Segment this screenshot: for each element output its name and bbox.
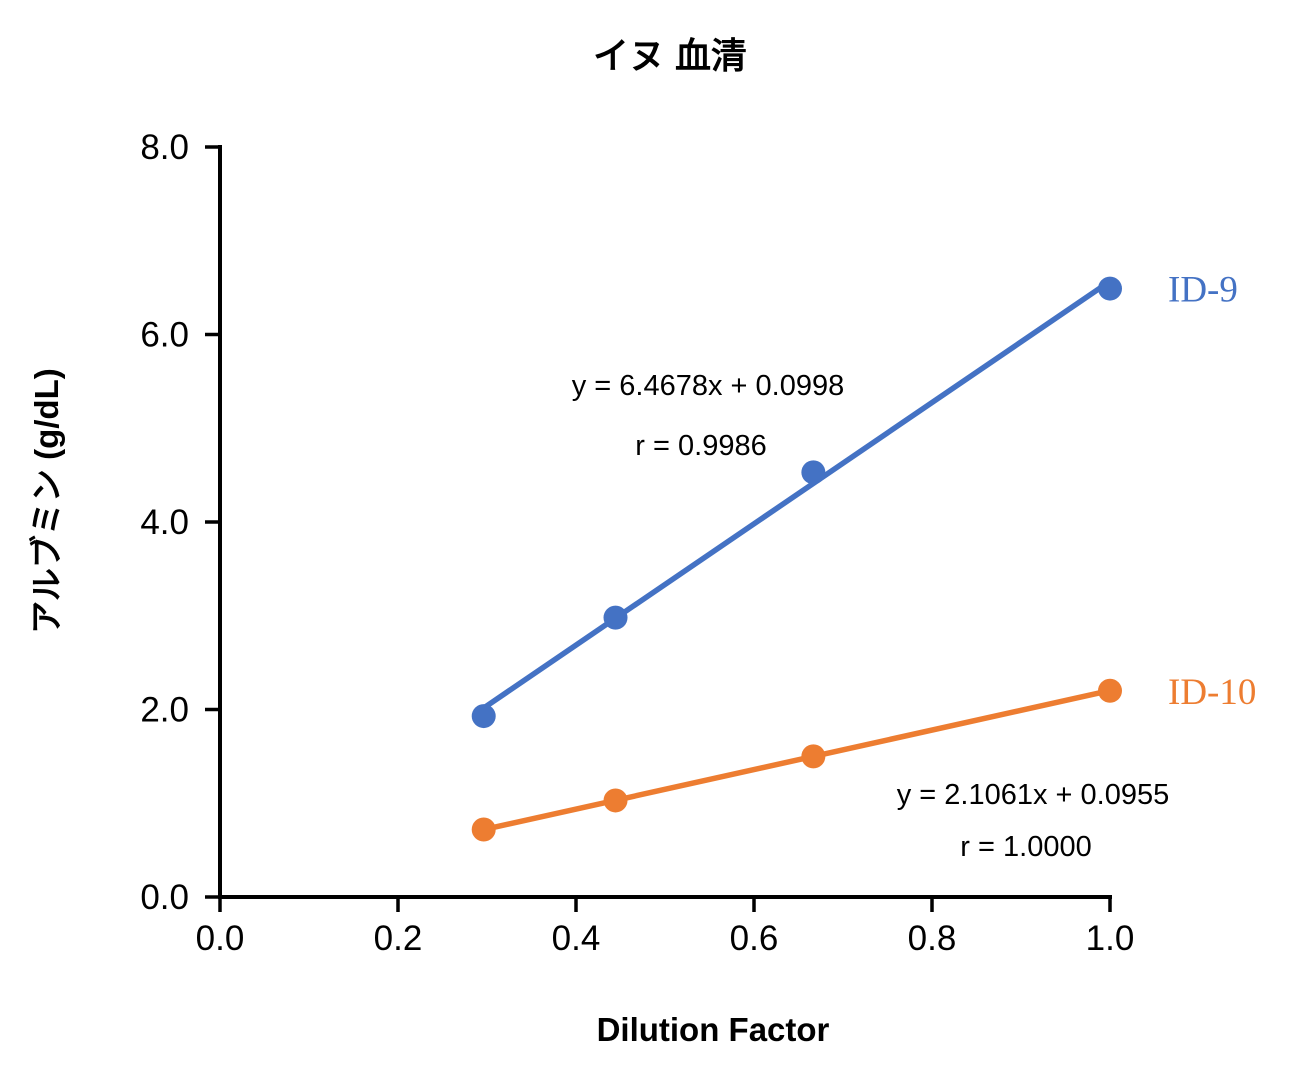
- data-point-ID-10-1: [471, 817, 496, 842]
- data-point-ID-10-3: [801, 744, 826, 769]
- y-axis-title: アルブミン (g/dL): [28, 368, 65, 633]
- x-tick-label: 0.2: [374, 919, 423, 958]
- x-tick-label: 0.8: [908, 919, 957, 958]
- trendline-ID-10: [480, 687, 1113, 833]
- chart-title: イヌ 血清: [593, 35, 747, 76]
- r-label-ID-10: r = 1.0000: [960, 831, 1091, 863]
- y-tick-label: 6.0: [140, 316, 189, 355]
- data-point-ID-9-3: [801, 460, 826, 485]
- y-tick-label: 4.0: [140, 503, 189, 542]
- data-point-ID-9-1: [471, 704, 496, 729]
- equation-label-ID-10: y = 2.1061x + 0.0955: [897, 779, 1170, 811]
- y-tick-label: 2.0: [140, 691, 189, 730]
- trendline-ID-9: [480, 278, 1113, 711]
- x-tick-label: 0.4: [552, 919, 601, 958]
- series-label-ID-10: ID-10: [1168, 672, 1256, 713]
- x-tick-label: 0.6: [730, 919, 779, 958]
- data-point-ID-9-2: [603, 605, 628, 630]
- plot-area: 0.0 2.0 4.0 6.0 8.0 0.0 0.2 0.4 0.6 0.8 1.0 ID-9 y =…: [140, 128, 1256, 958]
- data-point-ID-10-2: [603, 788, 628, 813]
- data-point-ID-9-4: [1098, 276, 1122, 301]
- data-point-ID-10-4: [1098, 678, 1122, 703]
- x-tick-label: 0.0: [196, 919, 245, 958]
- series-label-ID-9: ID-9: [1168, 270, 1238, 311]
- equation-label-ID-9: y = 6.4678x + 0.0998: [572, 370, 845, 402]
- y-tick-label: 0.0: [140, 878, 189, 917]
- x-tick-label: 1.0: [1086, 919, 1135, 958]
- r-label-ID-9: r = 0.9986: [635, 430, 766, 462]
- x-axis-title: Dilution Factor: [597, 1011, 830, 1048]
- y-tick-label: 8.0: [140, 128, 189, 167]
